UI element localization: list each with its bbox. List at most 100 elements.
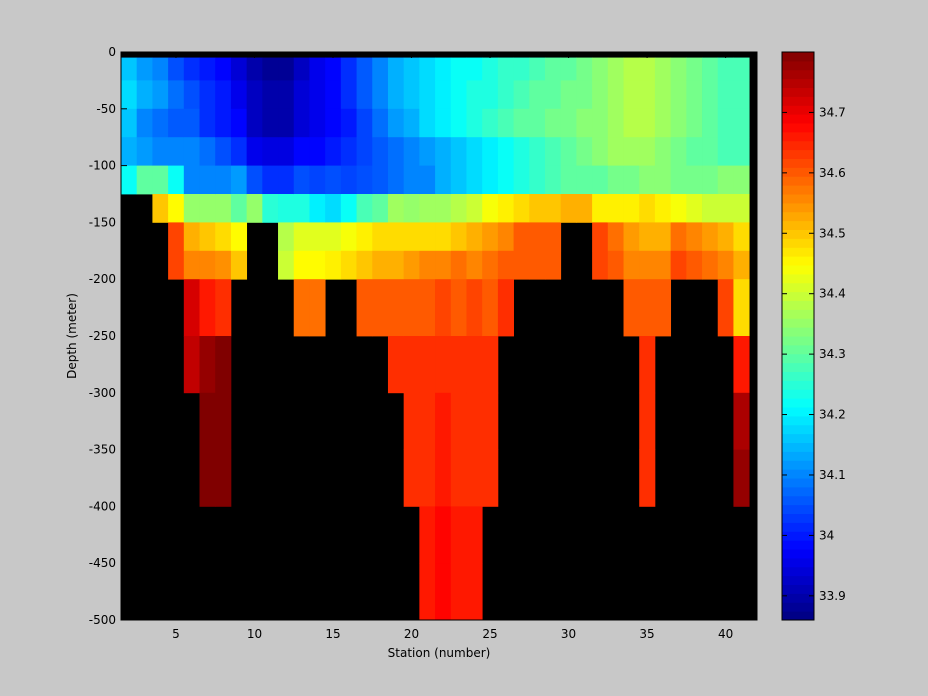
heatmap-cell: [246, 108, 263, 138]
y-tick-label: -500: [89, 613, 116, 627]
heatmap-cell: [356, 137, 373, 166]
colorbar-frame: [781, 51, 815, 621]
heatmap-cell: [403, 222, 420, 252]
heatmap-cell: [293, 250, 310, 280]
heatmap-cell: [623, 57, 640, 81]
heatmap-cell: [387, 336, 405, 394]
heatmap-cell: [435, 506, 452, 564]
colorbar-swatch: [782, 149, 814, 160]
heatmap-cell: [372, 137, 389, 166]
heatmap-cell: [702, 165, 719, 195]
heatmap-cell: [278, 80, 295, 110]
heatmap-cell: [733, 137, 750, 166]
heatmap-cell: [733, 194, 750, 223]
colorbar-swatch: [782, 549, 814, 559]
heatmap-cell: [686, 250, 703, 280]
heatmap-cell: [387, 194, 405, 223]
heatmap-cell: [309, 222, 326, 252]
x-axis-label: Station (number): [388, 646, 491, 660]
heatmap-cell: [639, 165, 656, 195]
colorbar-swatch: [782, 478, 814, 488]
colorbar-swatch: [782, 60, 814, 71]
x-tick-label: 15: [325, 627, 340, 641]
heatmap-cell: [152, 194, 169, 223]
heatmap-cell: [670, 137, 687, 166]
heatmap-cell: [199, 279, 216, 337]
heatmap-cell: [466, 250, 483, 280]
heatmap-cell: [497, 137, 514, 166]
heatmap-cell: [450, 57, 467, 81]
heatmap-cell: [466, 392, 483, 450]
heatmap-cell: [497, 279, 514, 337]
heatmap-cell: [560, 80, 577, 110]
heatmap-cell: [686, 57, 703, 81]
heatmap-cell: [325, 222, 342, 252]
heatmap-cell: [450, 250, 467, 280]
heatmap-cell: [356, 194, 373, 223]
colorbar-swatch: [782, 87, 814, 97]
heatmap-cell: [278, 57, 295, 81]
colorbar-swatch: [782, 531, 814, 541]
heatmap-cell: [340, 194, 357, 223]
heatmap-cell: [419, 137, 436, 166]
colorbar-swatch: [782, 593, 814, 603]
heatmap-cell: [686, 222, 703, 252]
y-tick-label: -150: [89, 215, 116, 229]
heatmap-cell: [435, 194, 452, 223]
heatmap-cell: [215, 392, 232, 450]
heatmap-cell: [419, 279, 436, 337]
heatmap-cell: [639, 57, 656, 81]
heatmap-cell: [717, 57, 734, 81]
heatmap-cell: [686, 137, 703, 166]
heatmap-cell: [230, 222, 248, 252]
heatmap-cell: [183, 57, 200, 81]
heatmap-cell: [545, 165, 562, 195]
heatmap-cell: [733, 57, 750, 81]
colorbar-swatch: [782, 540, 814, 550]
heatmap-cell: [733, 336, 750, 394]
colorbar-tick-label: 34.3: [819, 347, 846, 361]
heatmap-cell: [215, 80, 232, 110]
heatmap-cell: [152, 165, 169, 195]
heatmap-cell: [262, 108, 279, 138]
heatmap-cell: [325, 194, 342, 223]
heatmap-cell: [199, 250, 216, 280]
heatmap-cell: [215, 137, 232, 166]
heatmap-cell: [670, 165, 687, 195]
heatmap-cell: [639, 137, 656, 166]
heatmap-cell: [403, 194, 420, 223]
heatmap-cell: [654, 279, 672, 337]
y-axis-ticks: 0 -50 -100 -150 -200 -250 -300 -350 -400 -450 -500: [89, 45, 757, 627]
heatmap-cell: [356, 279, 373, 337]
heatmap-cell: [450, 222, 467, 252]
heatmap-cell: [340, 108, 357, 138]
colorbar-swatch: [782, 105, 814, 115]
heatmap-cell: [293, 222, 310, 252]
heatmap-cell: [230, 194, 248, 223]
heatmap-cell: [717, 250, 734, 280]
heatmap-cell: [733, 222, 750, 252]
heatmap-cell: [450, 80, 467, 110]
heatmap-cell: [717, 222, 734, 252]
heatmap-cell: [466, 165, 483, 195]
heatmap-cell: [450, 506, 467, 564]
heatmap-cell: [497, 108, 514, 138]
colorbar-tick-label: 34.5: [819, 226, 846, 240]
heatmap-cell: [497, 57, 514, 81]
heatmap-cell: [702, 222, 719, 252]
heatmap-cell: [168, 194, 185, 223]
colorbar-swatch: [782, 265, 814, 275]
heatmap-cell: [497, 250, 514, 280]
heatmap-cell: [639, 449, 656, 507]
y-tick-label: -300: [89, 386, 116, 400]
heatmap-cell: [529, 108, 546, 138]
heatmap-cell: [372, 165, 389, 195]
heatmap-cell: [246, 57, 263, 81]
heatmap-cell: [356, 108, 373, 138]
heatmap-cell: [702, 80, 719, 110]
heatmap-cell: [450, 194, 467, 223]
heatmap-cell: [513, 165, 530, 195]
heatmap-cell: [199, 222, 216, 252]
heatmap-cell: [576, 108, 593, 138]
heatmap-cell: [387, 108, 405, 138]
